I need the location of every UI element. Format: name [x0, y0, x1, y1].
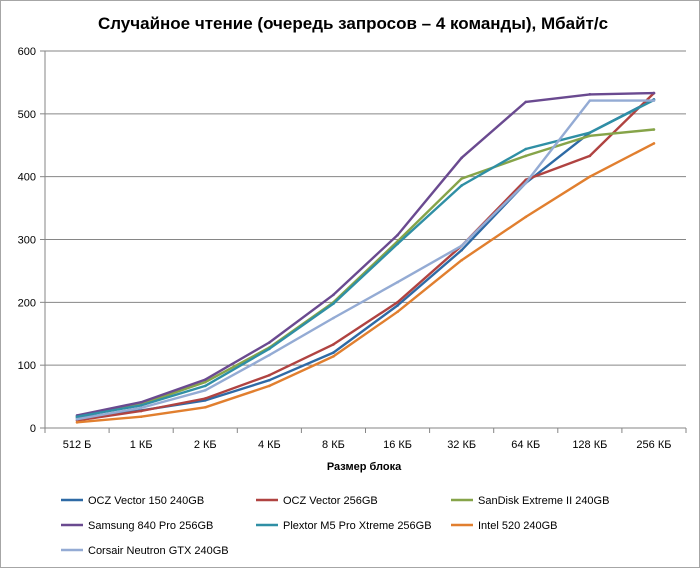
data-point [203, 384, 207, 388]
legend-label: Samsung 840 Pro 256GB [88, 520, 213, 532]
data-point [588, 131, 592, 134]
data-point [460, 244, 463, 248]
data-point [268, 384, 271, 388]
data-point [332, 302, 335, 305]
x-tick-label: 16 КБ [383, 439, 412, 451]
data-point [588, 93, 592, 96]
data-point [139, 409, 143, 413]
legend: OCZ Vector 150 240GB OCZ Vector 256GB SanD… [61, 495, 609, 557]
data-point [460, 258, 463, 262]
data-point [139, 404, 143, 407]
y-tick-label: 0 [30, 423, 36, 435]
x-tick-label: 512 Б [63, 439, 92, 451]
x-tick-label: 1 КБ [130, 439, 153, 451]
series-line [75, 99, 656, 421]
data-point [396, 233, 399, 237]
data-point [203, 378, 207, 381]
gridlines [40, 50, 686, 429]
data-point [460, 156, 463, 160]
data-point [524, 154, 528, 158]
legend-label: OCZ Vector 256GB [283, 495, 378, 507]
series-line [75, 98, 656, 418]
x-tick-label: 8 КБ [322, 439, 345, 451]
data-point [524, 215, 528, 219]
data-point [588, 99, 592, 102]
x-tick-labels: 512 Б 1 КБ 2 КБ 4 КБ 8 КБ 16 КБ 32 КБ 64 КБ 128 … [63, 439, 672, 451]
x-tick-label: 64 КБ [511, 439, 540, 451]
data-point [588, 175, 592, 178]
legend-label: SanDisk Extreme II 240GB [478, 495, 609, 507]
axes [44, 51, 687, 433]
data-point [268, 373, 271, 377]
data-point [268, 341, 271, 344]
series-lines [75, 91, 656, 424]
series-line [75, 98, 656, 420]
data-point [139, 415, 143, 418]
x-tick-label: 4 КБ [258, 439, 281, 451]
data-point [652, 99, 656, 102]
data-point [139, 400, 143, 404]
data-point [524, 147, 528, 151]
data-point [652, 91, 656, 95]
x-tick-label: 2 КБ [194, 439, 217, 451]
data-point [203, 397, 207, 400]
x-tick-label: 32 КБ [447, 439, 476, 451]
data-point [139, 406, 143, 410]
y-tick-label: 100 [18, 360, 36, 372]
legend-label: OCZ Vector 150 240GB [88, 495, 204, 507]
data-point [75, 421, 79, 424]
x-tick-label: 128 КБ [572, 439, 607, 451]
data-point [396, 280, 399, 284]
data-point [332, 293, 335, 297]
data-point [396, 242, 399, 246]
y-tick-label: 500 [18, 109, 36, 121]
series-line [75, 142, 656, 424]
data-point [588, 134, 592, 138]
data-point [396, 304, 399, 307]
data-point [332, 355, 335, 358]
data-point [460, 184, 463, 187]
data-point [524, 100, 528, 104]
data-point [203, 389, 207, 392]
data-point [75, 415, 79, 418]
y-tick-label: 300 [18, 235, 36, 247]
data-point [652, 128, 656, 131]
y-tick-label: 600 [18, 46, 36, 58]
legend-label: Intel 520 240GB [478, 520, 558, 532]
chart-title: Случайное чтение (очередь запросов – 4 к… [98, 14, 608, 33]
series-line [75, 128, 656, 418]
series-line [75, 91, 656, 417]
data-point [332, 316, 335, 320]
data-point [332, 343, 335, 346]
x-tick-label: 256 КБ [636, 439, 671, 451]
y-tick-labels: 0 100 200 300 400 500 600 [18, 46, 36, 435]
series-line [75, 91, 656, 422]
data-point [396, 310, 399, 314]
data-point [268, 347, 271, 351]
data-point [396, 301, 399, 304]
y-tick-label: 200 [18, 297, 36, 309]
x-axis-title: Размер блока [327, 461, 402, 473]
data-point [460, 177, 463, 180]
data-point [652, 142, 656, 145]
data-point [75, 417, 79, 421]
data-point [332, 351, 335, 354]
y-tick-label: 400 [18, 172, 36, 184]
data-point [203, 405, 207, 409]
data-point [588, 154, 592, 158]
data-point [524, 181, 528, 185]
data-point [268, 378, 271, 382]
data-point [203, 380, 207, 384]
data-point [268, 353, 271, 357]
legend-label: Corsair Neutron GTX 240GB [88, 545, 229, 557]
legend-label: Plextor M5 Pro Xtreme 256GB [283, 520, 432, 532]
data-point [460, 248, 463, 252]
